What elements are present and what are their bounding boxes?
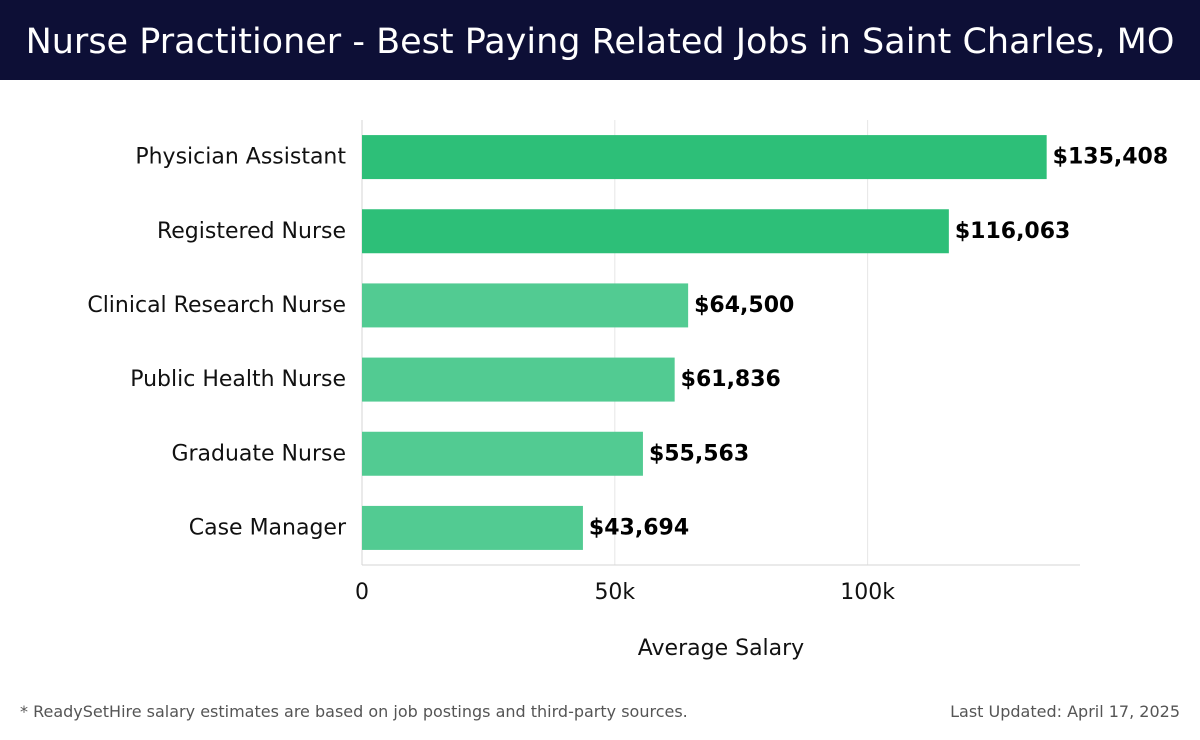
footnote: * ReadySetHire salary estimates are base… [20, 702, 688, 721]
last-updated: Last Updated: April 17, 2025 [950, 702, 1180, 721]
bar-chart: Physician Assistant $135,408 Registered Nu… [87, 120, 1169, 661]
bar [362, 135, 1047, 180]
value-label: $61,836 [681, 367, 781, 392]
value-label: $135,408 [1053, 145, 1169, 170]
bar [362, 283, 689, 328]
category-label: Registered Nurse [157, 219, 346, 244]
bar [362, 505, 583, 550]
bar [362, 209, 949, 254]
value-label: $43,694 [589, 515, 689, 540]
bar [362, 357, 675, 402]
x-tick-label: 50k [594, 580, 635, 605]
bar [362, 431, 643, 476]
category-label: Physician Assistant [135, 145, 346, 170]
value-label: $116,063 [955, 219, 1071, 244]
x-tick-label: 100k [840, 580, 895, 605]
x-axis-title: Average Salary [638, 636, 804, 661]
category-label: Case Manager [189, 515, 347, 540]
value-label: $55,563 [649, 441, 749, 466]
page-title: Nurse Practitioner - Best Paying Related… [25, 22, 1175, 62]
value-label: $64,500 [694, 293, 794, 318]
category-label: Graduate Nurse [171, 441, 346, 466]
category-label: Public Health Nurse [130, 367, 346, 392]
x-tick-label: 0 [355, 580, 369, 605]
category-label: Clinical Research Nurse [87, 293, 346, 318]
title-bar: Nurse Practitioner - Best Paying Related… [0, 0, 1200, 80]
